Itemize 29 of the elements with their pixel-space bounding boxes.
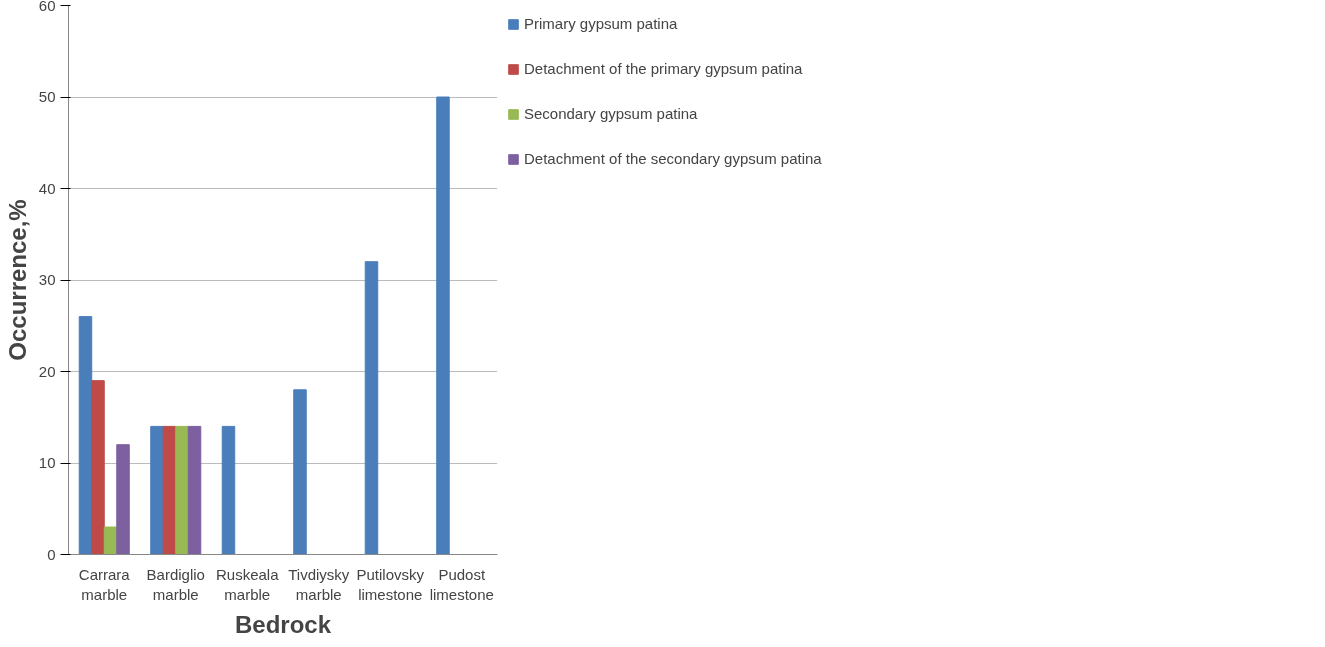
x-tick-label: Tivdiysky marble <box>288 565 350 603</box>
legend-label: Primary gypsum patina <box>524 15 678 32</box>
bar <box>78 316 93 555</box>
x-axis-title: Bedrock <box>234 610 332 638</box>
x-tick-label: Carrara marble <box>78 565 131 603</box>
y-tick-label: 30 <box>38 271 56 288</box>
x-tick-label: Bardiglio marble <box>146 565 205 603</box>
bar <box>150 425 164 555</box>
legend-label: Detachment of the primary gypsum patina <box>524 60 803 77</box>
bar <box>364 261 379 555</box>
bar <box>436 96 450 555</box>
x-tick-label: Ruskeala marble <box>215 565 280 603</box>
y-tick-label: 60 <box>38 0 56 14</box>
bar <box>91 380 105 555</box>
y-tick-label: 0 <box>47 545 56 563</box>
y-tick-label: 40 <box>38 179 56 197</box>
y-tick-label: 20 <box>38 362 56 380</box>
bar <box>175 425 189 555</box>
x-tick-label: Pudost limestone <box>429 565 494 603</box>
x-tick-label: Putilovsky limestone <box>356 565 425 603</box>
bar <box>293 389 307 555</box>
y-tick-label: 10 <box>38 454 56 471</box>
legend-label: Detachment of the secondary gypsum patina <box>524 150 822 167</box>
y-axis-title: Occurrence,% <box>3 199 31 361</box>
bar <box>187 425 202 555</box>
bar <box>116 444 130 555</box>
bar <box>221 425 236 555</box>
y-tick-label: 50 <box>38 88 56 105</box>
legend-label: Secondary gypsum patina <box>524 105 698 122</box>
